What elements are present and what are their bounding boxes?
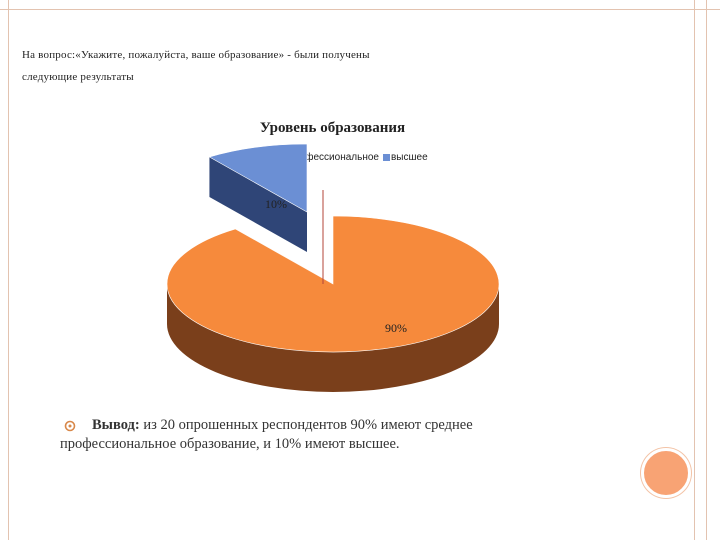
frame-line-top [0,9,720,10]
slice-0-outer-side [167,284,499,392]
legend-label-higher: высшее [390,152,428,163]
slice-1-radial-face-0 [209,156,307,252]
frame-line-right [706,0,707,540]
data-label-0: 90% [385,321,407,335]
legend-label-secondary: Среднее профессиональное [245,152,379,163]
frame-line-right-inner [694,0,695,540]
slide-heading: На вопрос:«Укажите, пожалуйста, ваше обр… [22,44,622,88]
data-label-1: 10% [265,197,287,211]
pie-slice-0 [166,215,500,353]
slide-heading-line1: На вопрос:«Укажите, пожалуйста, ваше обр… [22,49,370,61]
pie-slice-1 [208,143,308,213]
conclusion-body: из 20 опрошенных респондентов 90% имеют … [60,417,473,452]
legend-swatch-blue [382,154,390,161]
conclusion-label: Вывод: [92,417,140,433]
decorative-circle [641,448,691,498]
chart-title: Уровень образования [259,120,406,136]
bullet-icon [64,420,76,432]
frame-line-left [8,0,9,540]
legend-item-higher: высшее [382,152,428,163]
conclusion-text: Вывод: из 20 опрошенных респондентов 90%… [60,416,580,454]
slide-heading-line2: следующие результаты [22,71,134,83]
